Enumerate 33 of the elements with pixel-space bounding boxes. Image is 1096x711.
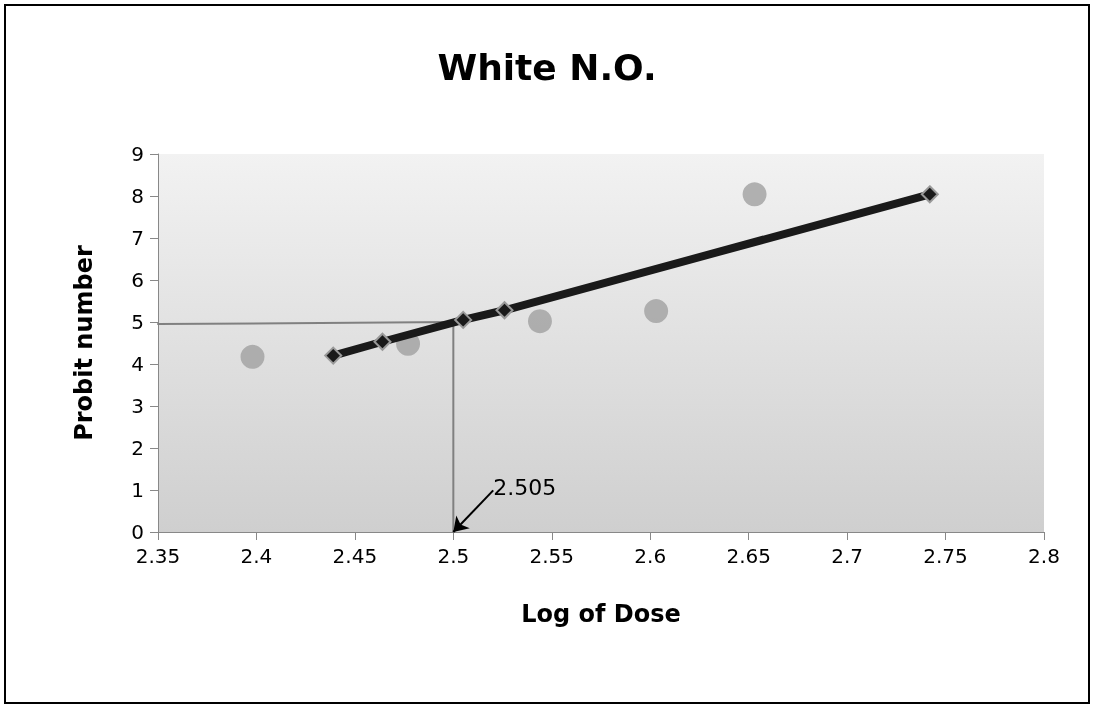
point	[742, 182, 767, 207]
x-tick-label: 2.35	[135, 544, 181, 568]
y-tick-label: 2	[131, 436, 144, 460]
y-tick-label: 3	[131, 394, 144, 418]
x-tick-label: 2.55	[529, 544, 575, 568]
y-tick-label: 4	[131, 352, 144, 376]
x-tick-label: 2.75	[923, 544, 968, 568]
y-tick-label: 8	[131, 184, 144, 208]
point	[324, 346, 343, 365]
x-tick-label: 2.8	[1028, 544, 1060, 568]
point	[527, 309, 552, 334]
x-axis-title: Log of Dose	[521, 600, 681, 628]
point	[240, 344, 265, 369]
y-tick-label: 7	[131, 226, 144, 250]
x-tick-label: 2.65	[726, 544, 771, 568]
x-tick-label: 2.45	[332, 544, 378, 568]
x-tick-label: 2.6	[634, 544, 667, 568]
x-tick-label: 2.4	[240, 544, 273, 568]
point	[644, 299, 669, 324]
x-tick-label: 2.7	[831, 544, 864, 568]
point	[373, 332, 392, 351]
point	[454, 310, 473, 329]
point	[920, 185, 939, 204]
y-tick-label: 1	[131, 478, 144, 502]
chart-title: White N.O.	[437, 46, 657, 88]
point	[495, 301, 514, 320]
annotation: 2.505	[493, 475, 557, 501]
y-tick-label: 9	[131, 142, 144, 166]
y-tick-label: 0	[131, 520, 144, 544]
y-axis-title: Probit number	[70, 245, 98, 441]
x-tick-label: 2.5	[437, 544, 470, 568]
y-tick-label: 5	[131, 310, 144, 334]
y-tick-label: 6	[131, 268, 144, 292]
